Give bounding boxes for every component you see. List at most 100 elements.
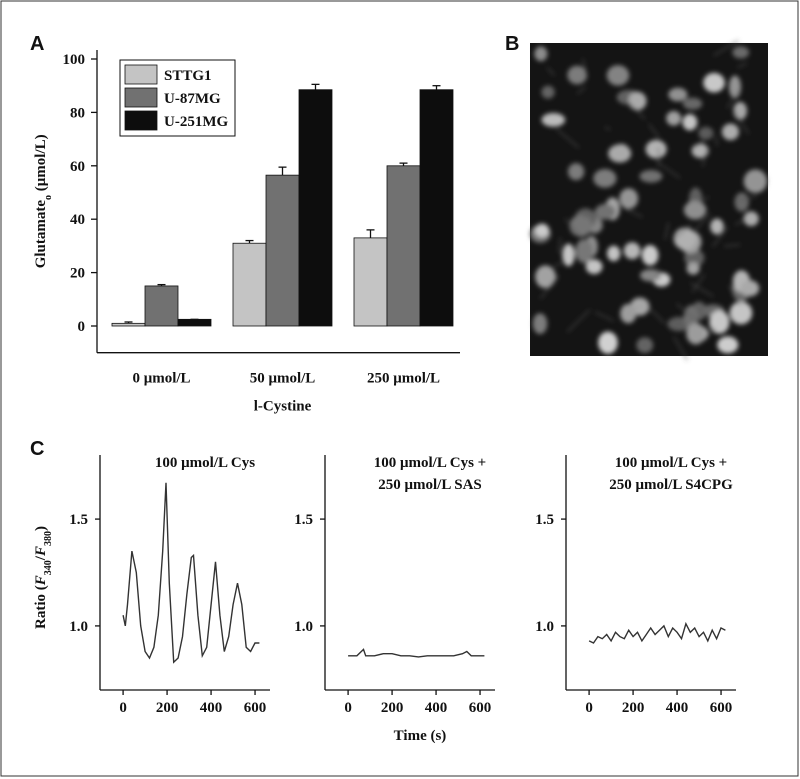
chart-title: 100 μmol/L Cys + bbox=[374, 455, 486, 471]
neurite bbox=[735, 219, 745, 226]
cell bbox=[703, 72, 725, 93]
neurite bbox=[724, 244, 741, 247]
cell bbox=[645, 139, 667, 159]
cell bbox=[623, 242, 641, 260]
neurite bbox=[556, 128, 580, 149]
label-part: 340 bbox=[43, 560, 54, 575]
neurite bbox=[564, 218, 585, 242]
cell bbox=[710, 218, 724, 235]
neurite bbox=[676, 303, 696, 320]
x-tick-label: 600 bbox=[710, 700, 733, 716]
neurite bbox=[690, 282, 714, 297]
neurite bbox=[539, 275, 560, 299]
cell bbox=[585, 259, 603, 275]
neurite bbox=[737, 62, 748, 69]
cell bbox=[743, 211, 759, 227]
panel-label: C bbox=[30, 438, 44, 460]
label-part: F bbox=[33, 575, 49, 586]
neurite bbox=[582, 212, 586, 219]
y-tick-label: 0 bbox=[78, 319, 86, 335]
cell bbox=[620, 303, 637, 324]
neurite bbox=[554, 262, 562, 267]
cell bbox=[683, 200, 707, 220]
cell bbox=[598, 331, 618, 354]
cell bbox=[686, 262, 700, 275]
x-tick-label: 200 bbox=[622, 700, 645, 716]
cell bbox=[666, 111, 682, 126]
chart-title: 100 μmol/L Cys + bbox=[615, 455, 727, 471]
cell bbox=[639, 169, 663, 183]
cell bbox=[534, 223, 550, 238]
legend-label: U-87MG bbox=[164, 91, 221, 107]
cell bbox=[628, 91, 647, 111]
cell bbox=[740, 280, 760, 297]
neurite bbox=[656, 161, 681, 179]
y-tick-label: 1.5 bbox=[535, 512, 554, 528]
neurite bbox=[733, 109, 749, 134]
neurite bbox=[740, 195, 757, 201]
cell bbox=[734, 192, 750, 212]
cell bbox=[567, 163, 585, 181]
cell bbox=[709, 310, 730, 334]
neurite bbox=[604, 126, 611, 131]
legend-swatch bbox=[124, 110, 158, 131]
cell bbox=[698, 126, 714, 140]
label-part: Glutamate bbox=[33, 200, 49, 269]
axis-label: Ratio (F340/F380) bbox=[33, 526, 54, 629]
label-part: F bbox=[33, 546, 49, 557]
y-tick-label: 1.0 bbox=[69, 619, 88, 635]
legend-label: U-251MG bbox=[164, 114, 228, 130]
panel-label: B bbox=[505, 33, 519, 55]
neurite bbox=[691, 274, 706, 293]
chart-title: 100 μmol/L Cys bbox=[155, 455, 255, 471]
label-part: 380 bbox=[43, 531, 54, 546]
bar bbox=[386, 165, 421, 327]
neurite bbox=[648, 307, 666, 324]
x-tick-label: 600 bbox=[469, 700, 492, 716]
x-tick-label: 0 bbox=[585, 700, 593, 716]
x-tick-label: 400 bbox=[666, 700, 689, 716]
line bbox=[122, 482, 260, 664]
neurite bbox=[558, 237, 561, 254]
neurite bbox=[694, 130, 714, 149]
x-tick-label: 0 μmol/L bbox=[132, 371, 190, 387]
x-axis-label: Time (s) bbox=[394, 728, 447, 744]
cell bbox=[729, 301, 753, 325]
neurite bbox=[576, 86, 586, 94]
neurite bbox=[674, 224, 692, 239]
x-tick-label: 50 μmol/L bbox=[250, 371, 316, 387]
x-tick-label: 600 bbox=[244, 700, 267, 716]
axis-label: Glutamateo (μmol/L) bbox=[33, 134, 54, 268]
y-tick-label: 1.5 bbox=[69, 512, 88, 528]
neurite bbox=[648, 123, 660, 139]
bar bbox=[232, 242, 267, 327]
legend-swatch bbox=[124, 87, 158, 108]
cell bbox=[682, 113, 698, 131]
bar bbox=[265, 174, 300, 327]
chart-title: 250 μmol/L S4CPG bbox=[609, 477, 733, 493]
neurite bbox=[656, 267, 659, 274]
y-tick-label: 60 bbox=[70, 159, 85, 175]
cell bbox=[684, 249, 705, 267]
y-tick-label: 1.0 bbox=[535, 619, 554, 635]
label-part: Ratio ( bbox=[33, 585, 49, 629]
x-tick-label: 200 bbox=[381, 700, 404, 716]
x-tick-label: 400 bbox=[200, 700, 223, 716]
cell bbox=[606, 65, 630, 86]
cell bbox=[569, 214, 593, 237]
cell bbox=[733, 101, 748, 120]
cell bbox=[732, 46, 750, 59]
neurite bbox=[582, 58, 587, 75]
chart-title: 250 μmol/L SAS bbox=[378, 477, 482, 493]
label-part: (μmol/L) bbox=[33, 134, 49, 195]
cell bbox=[682, 97, 703, 110]
label-part: ) bbox=[33, 526, 49, 531]
cell bbox=[683, 305, 699, 329]
neurite bbox=[622, 95, 646, 120]
cell bbox=[541, 112, 566, 127]
y-tick-label: 80 bbox=[70, 105, 85, 121]
neurite bbox=[546, 67, 555, 76]
cell bbox=[641, 245, 659, 266]
